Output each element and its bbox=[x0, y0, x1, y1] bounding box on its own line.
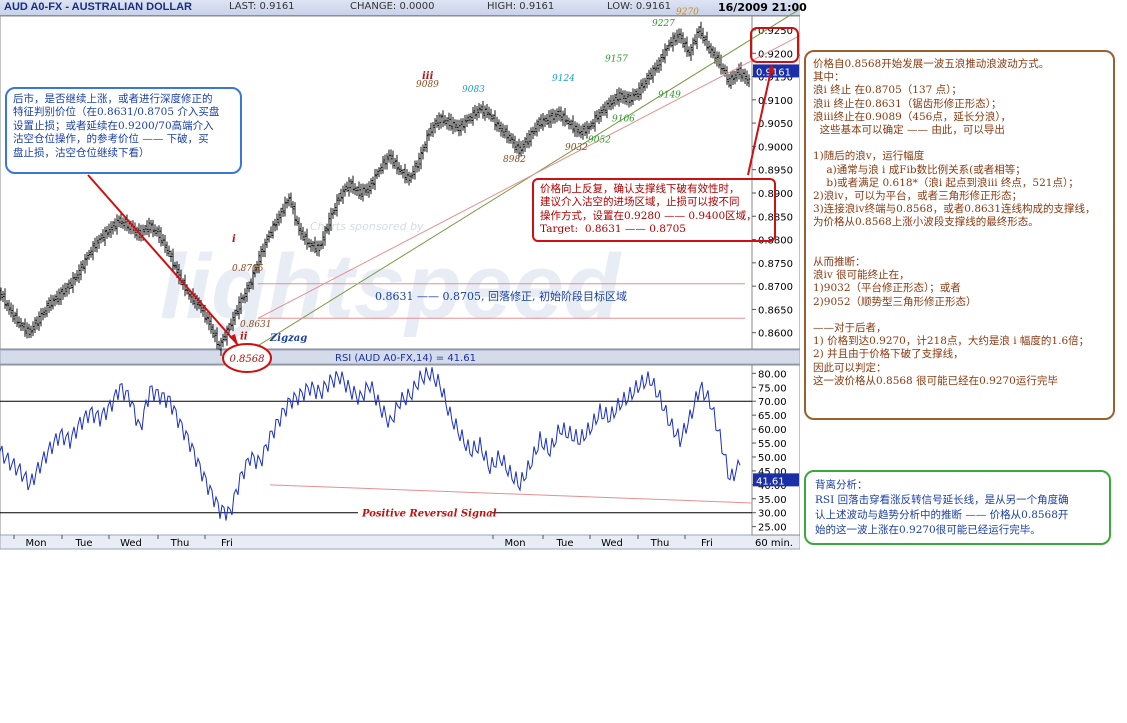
low-callout-ellipse bbox=[222, 343, 272, 373]
price-tick-label: 0.9050 bbox=[758, 119, 793, 130]
wave-label: i bbox=[232, 234, 236, 245]
rsi-last-flag bbox=[753, 473, 799, 487]
time-tick-label: Fri bbox=[701, 538, 713, 549]
price-tick-label: 0.9000 bbox=[758, 142, 793, 153]
time-tick-label: Wed bbox=[601, 538, 623, 549]
price-tick-label: 0.8600 bbox=[758, 329, 793, 340]
note-left: 后市，是否继续上涨，或者进行深度修正的 特征判别价位（在0.8631/0.870… bbox=[5, 87, 242, 174]
rsi-tick-label: 30.00 bbox=[758, 509, 787, 520]
wave-label: 9052 bbox=[588, 136, 611, 146]
time-axis-bar bbox=[0, 534, 800, 550]
time-tick-label: Wed bbox=[120, 538, 142, 549]
wave-label: ii bbox=[240, 332, 248, 343]
support-line-0.8568 bbox=[254, 8, 800, 349]
rsi-signal-bg bbox=[358, 505, 492, 519]
target-arrow-head bbox=[768, 64, 775, 74]
wave-label: 9032 bbox=[565, 143, 588, 153]
note-target: 价格向上反复，确认支撑线下破有效性时， 建议介入沽空的进场区域，止损可以按不同 … bbox=[532, 178, 776, 242]
price-bars bbox=[0, 21, 751, 356]
time-tick-label: Thu bbox=[650, 538, 670, 549]
symbol-title: AUD A0-FX - AUSTRALIAN DOLLAR bbox=[4, 1, 193, 13]
price-tick-label: 0.9100 bbox=[758, 96, 793, 107]
price-tick-label: 0.8800 bbox=[758, 236, 793, 247]
rsi-title-bar bbox=[0, 349, 800, 365]
note-divergence: 背离分析： RSI 回落击穿看涨反转信号延长线，是从另一个角度确 认上述波动与趋… bbox=[804, 470, 1111, 545]
rsi-tick-label: 45.00 bbox=[758, 467, 787, 478]
rsi-tick-label: 25.00 bbox=[758, 523, 787, 534]
header-datetime: 16/2009 21:00 bbox=[718, 1, 807, 14]
chart-svg: Charts sponsored by lightspeed 0.8600 0.865… bbox=[0, 8, 800, 550]
watermark-sponsored: Charts sponsored by bbox=[310, 220, 424, 233]
time-tick-label: Mon bbox=[25, 538, 46, 549]
time-tick-label: Fri bbox=[221, 538, 233, 549]
rsi-line bbox=[0, 367, 741, 521]
watermark-brand: lightspeed bbox=[160, 236, 622, 338]
rsi-tick-label: 35.00 bbox=[758, 495, 787, 506]
low-callout-label: 0.8568 bbox=[230, 354, 265, 365]
support-line-0.8631 bbox=[257, 35, 800, 319]
time-tick-label: Thu bbox=[170, 538, 190, 549]
low-value: LOW: 0.9161 bbox=[607, 1, 671, 12]
time-unit: 60 min. bbox=[755, 538, 793, 549]
target-arrow-line bbox=[747, 65, 773, 176]
price-tick-label: 0.8750 bbox=[758, 259, 793, 270]
rsi-signal-line bbox=[269, 484, 753, 504]
price-tick-label: 0.9250 bbox=[758, 26, 793, 37]
rsi-tick-label: 50.00 bbox=[758, 453, 787, 464]
wave-label: iii bbox=[422, 71, 434, 82]
last-price-flag bbox=[753, 64, 799, 78]
wave-label: 9270 bbox=[676, 8, 699, 18]
high-value: HIGH: 0.9161 bbox=[487, 1, 555, 12]
note-analysis: 价格自0.8568开始发展一波五浪推动浪波动方式。 其中： 浪i 终止 在0.8… bbox=[804, 50, 1115, 420]
price-tick-label: 0.9150 bbox=[758, 73, 793, 84]
wave-label: 9149 bbox=[658, 91, 681, 101]
wave-label: 9089 bbox=[416, 80, 439, 90]
wave-label: 9083 bbox=[462, 85, 485, 95]
rsi-tick-label: 55.00 bbox=[758, 439, 787, 450]
rsi-tick-label: 70.00 bbox=[758, 397, 787, 408]
wave-label: 8982 bbox=[503, 155, 526, 165]
last-price: LAST: 0.9161 bbox=[229, 1, 295, 12]
wave-label: 9124 bbox=[552, 74, 575, 84]
rsi-tick-label: 75.00 bbox=[758, 383, 787, 394]
rsi-tick-label: 80.00 bbox=[758, 369, 787, 380]
time-tick-label: Tue bbox=[555, 538, 573, 549]
left-arrow-line bbox=[87, 174, 239, 346]
rsi-tick-label: 60.00 bbox=[758, 425, 787, 436]
price-tick-label: 0.8700 bbox=[758, 282, 793, 293]
price-panel bbox=[0, 15, 753, 350]
wave-label: Zigzag bbox=[269, 333, 307, 344]
change-value: CHANGE: 0.0000 bbox=[350, 1, 435, 12]
left-arrow-head bbox=[229, 334, 238, 345]
rsi-title: RSI (AUD A0-FX,14) = 41.61 bbox=[335, 353, 476, 364]
target-zone-box bbox=[750, 27, 799, 63]
rsi-axis bbox=[751, 364, 800, 536]
wave-label: 0.8705 bbox=[232, 264, 264, 274]
rsi-last-flag-label: 41.61 bbox=[756, 476, 785, 487]
rsi-tick-label: 65.00 bbox=[758, 411, 787, 422]
wave-label: 9227 bbox=[652, 19, 675, 29]
wave-label: 9157 bbox=[605, 55, 628, 65]
zone-annotation: 0.8631 —— 0.8705, 回落修正, 初始阶段目标区域 bbox=[375, 289, 627, 303]
rsi-signal-label: Positive Reversal Signal bbox=[361, 509, 497, 520]
price-tick-label: 0.9200 bbox=[758, 49, 793, 60]
chart-header: AUD A0-FX - AUSTRALIAN DOLLAR LAST: 0.91… bbox=[0, 0, 807, 16]
wave-label: 0.8631 bbox=[240, 320, 272, 330]
price-tick-label: 0.8950 bbox=[758, 166, 793, 177]
time-tick-label: Mon bbox=[504, 538, 525, 549]
price-tick-label: 0.8650 bbox=[758, 305, 793, 316]
wave-label: 9106 bbox=[612, 115, 635, 125]
time-tick-label: Tue bbox=[74, 538, 92, 549]
